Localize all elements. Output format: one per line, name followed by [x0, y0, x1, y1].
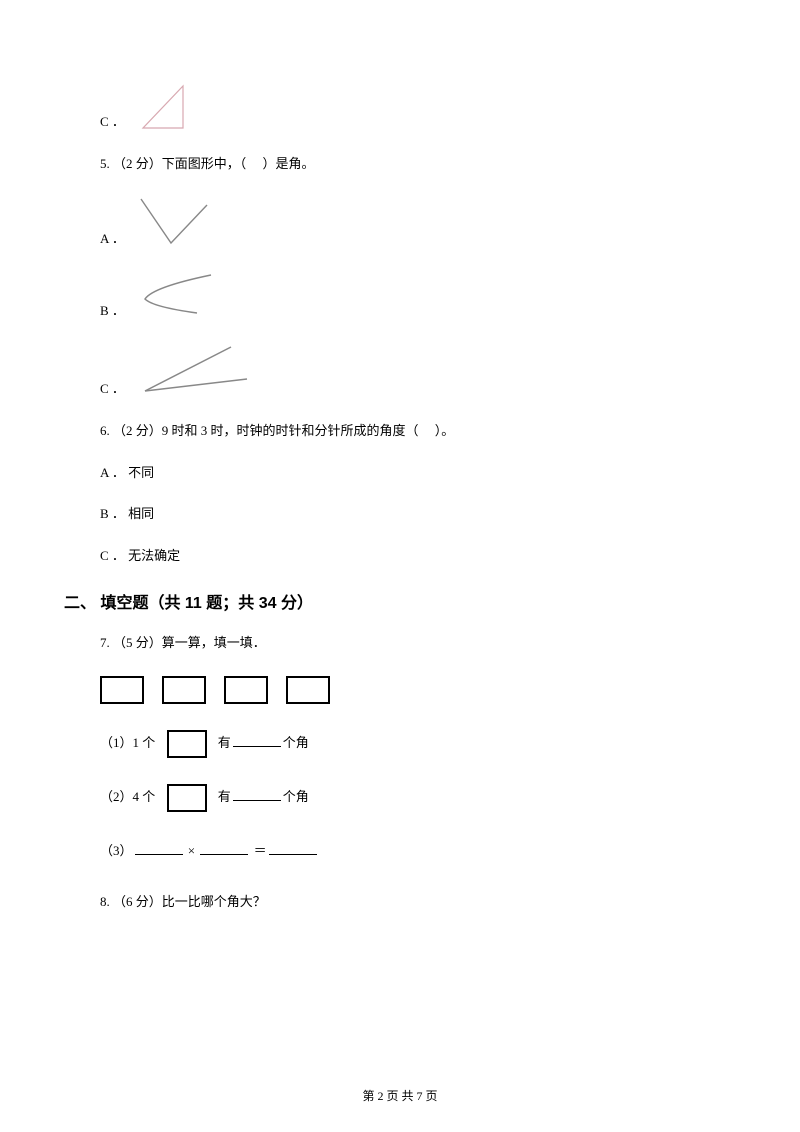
- acute-angle-shape: [135, 341, 255, 399]
- q7-sub2: （2）4 个 有 个角: [100, 784, 700, 812]
- option-c-label: C ．: [100, 111, 125, 132]
- rect-1: [100, 676, 144, 704]
- curve-angle-shape: [135, 269, 225, 321]
- q7-sub3-a: （3）: [100, 843, 133, 858]
- rect-3: [224, 676, 268, 704]
- q5-optB-label: B ．: [100, 300, 125, 321]
- q5-optA-label: A ．: [100, 228, 125, 249]
- q7-sub3-b: ×: [185, 843, 199, 858]
- q6-option-b: B ． 相同: [100, 502, 700, 525]
- rect-inline-2: [167, 784, 207, 812]
- question-7-text: 7. （5 分）算一算，填一填．: [100, 631, 700, 654]
- triangle-shape: [135, 80, 193, 132]
- q7-sub1-a: （1）1 个: [100, 735, 155, 750]
- q5-option-a: A ．: [100, 193, 700, 249]
- q7-sub1: （1）1 个 有 个角: [100, 730, 700, 758]
- q7-sub3: （3） × ＝: [100, 838, 700, 864]
- q5-optC-label: C ．: [100, 378, 125, 399]
- q7-sub2-a: （2）4 个: [100, 789, 155, 804]
- blank-2[interactable]: [233, 787, 281, 801]
- section-2-header: 二、 填空题（共 11 题；共 34 分）: [64, 589, 700, 613]
- q7-sub2-c: 个角: [283, 789, 309, 804]
- rect-4: [286, 676, 330, 704]
- blank-5[interactable]: [269, 841, 317, 855]
- question-6-text: 6. （2 分）9 时和 3 时，时钟的时针和分针所成的角度（ ）。: [100, 419, 700, 442]
- q7-sub3-c: ＝: [250, 843, 266, 858]
- q5-option-c: C ．: [100, 341, 700, 399]
- blank-3[interactable]: [135, 841, 183, 855]
- q7-sub1-b: 有: [218, 735, 231, 750]
- q7-sub1-c: 个角: [283, 735, 309, 750]
- q6-option-c: C ． 无法确定: [100, 544, 700, 567]
- blank-4[interactable]: [200, 841, 248, 855]
- rectangle-row: [100, 676, 700, 704]
- blank-1[interactable]: [233, 733, 281, 747]
- option-c-triangle: C ．: [100, 80, 700, 132]
- rect-2: [162, 676, 206, 704]
- rect-inline-1: [167, 730, 207, 758]
- question-8-text: 8. （6 分）比一比哪个角大？: [100, 890, 700, 913]
- q6-option-a: A ． 不同: [100, 461, 700, 484]
- question-5-text: 5. （2 分）下面图形中，（ ）是角。: [100, 152, 700, 175]
- angle-v-shape: [135, 193, 215, 249]
- page-footer: 第 2 页 共 7 页: [0, 1087, 800, 1104]
- q5-option-b: B ．: [100, 269, 700, 321]
- q7-sub2-b: 有: [218, 789, 231, 804]
